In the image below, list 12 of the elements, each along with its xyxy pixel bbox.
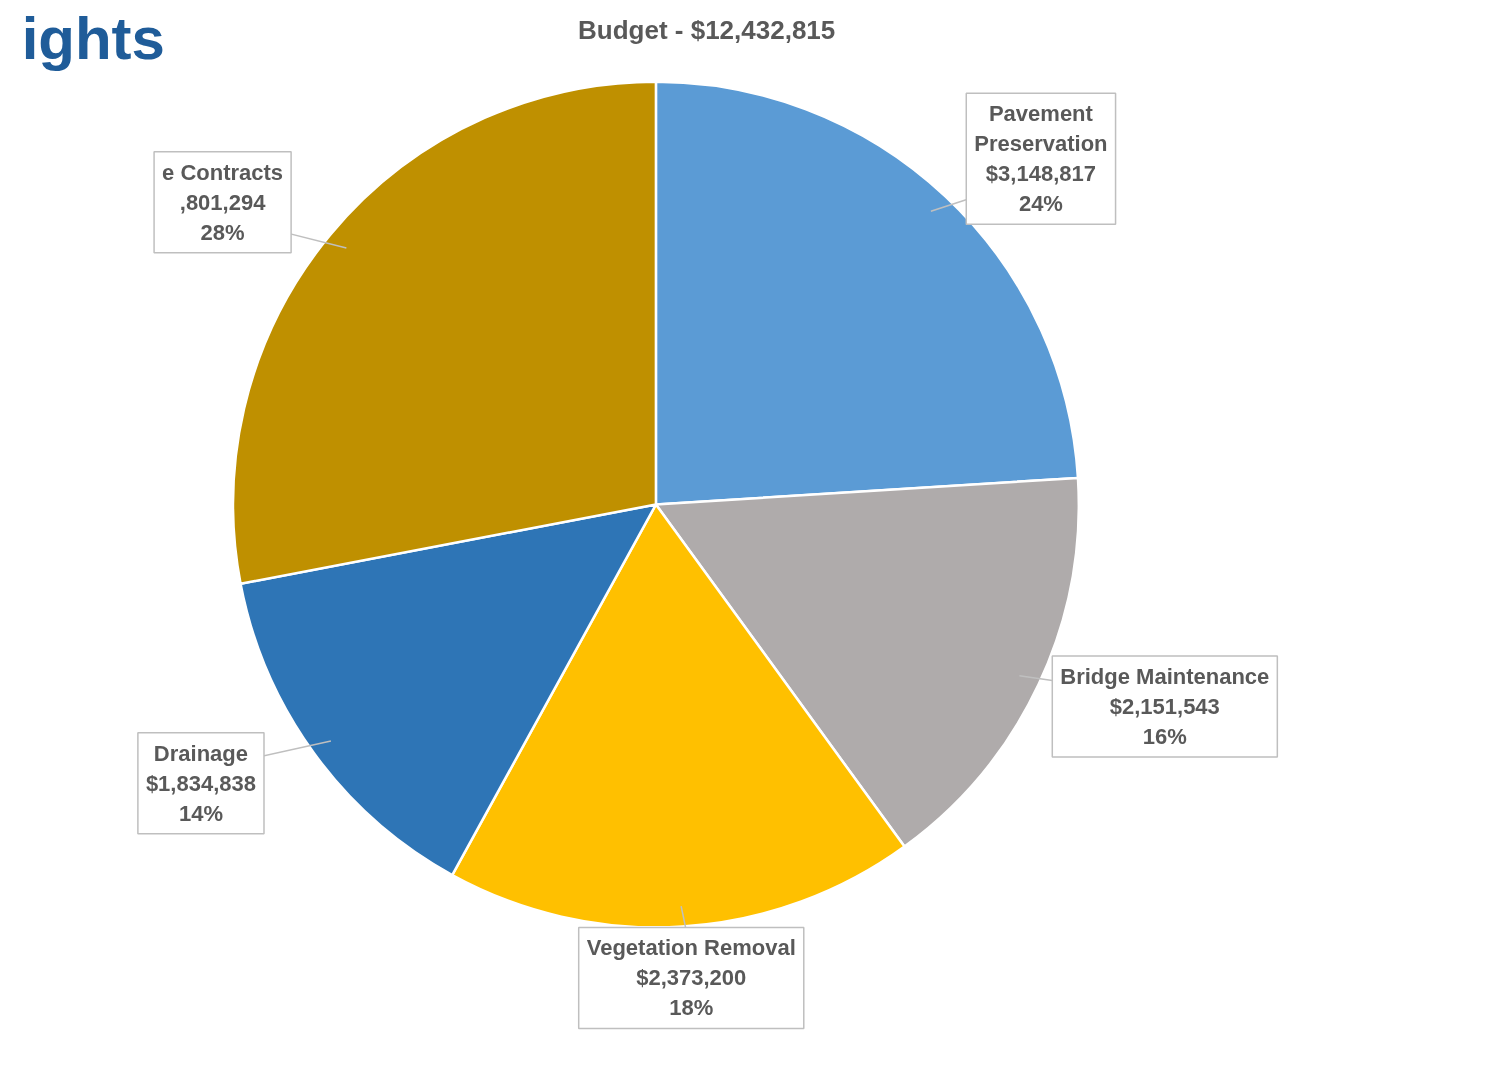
data-label: $1,834,838 14%: [145, 770, 256, 826]
data-label: $2,373,200 18%: [636, 965, 747, 1021]
data-label: ,801,294 28%: [179, 189, 267, 245]
slice-label: e Contracts: [162, 159, 284, 185]
chart-title: Budget - $12,432,815: [578, 15, 836, 46]
data-label: $3,148,817 24%: [985, 161, 1096, 217]
slice-label: Drainage: [153, 740, 249, 766]
slice-label: Vegetation Removal: [586, 935, 796, 961]
data-label: $2,151,543 16%: [1109, 693, 1220, 749]
slice-label: Bridge Maintenance: [1060, 663, 1270, 689]
slice-label: Pavement Preservation: [974, 101, 1108, 157]
text: ights: [21, 5, 165, 73]
